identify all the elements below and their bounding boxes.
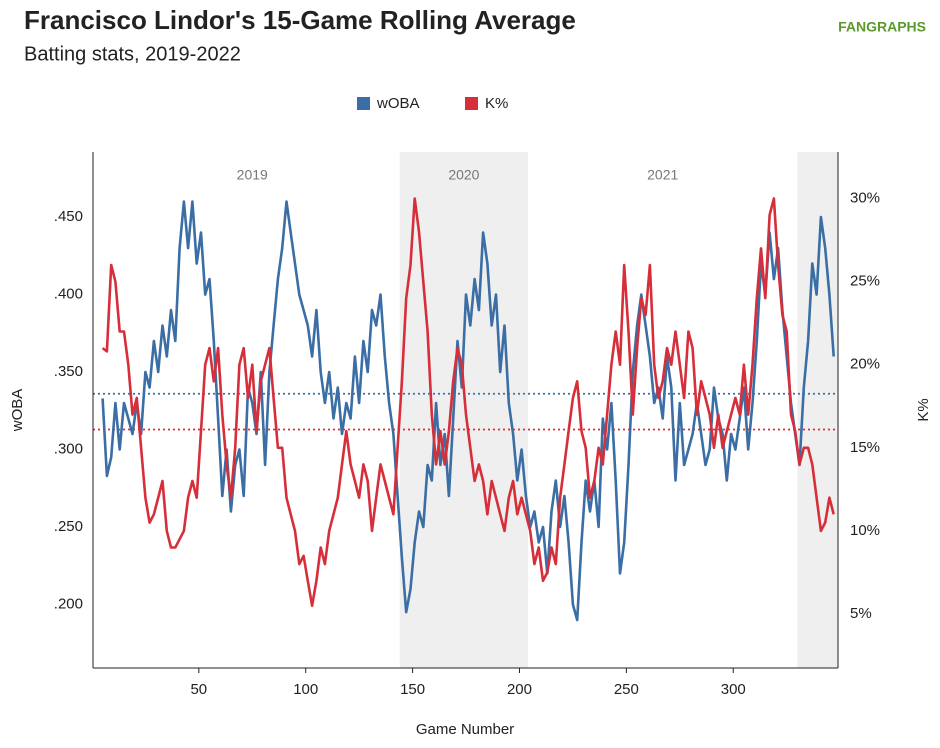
chart-title: Francisco Lindor's 15-Game Rolling Avera… bbox=[24, 5, 576, 35]
data-line bbox=[101, 197, 835, 607]
season-label: 2020 bbox=[448, 167, 479, 183]
legend-label: K% bbox=[485, 95, 508, 112]
season-label: 2019 bbox=[237, 167, 268, 183]
y2-tick-label: 10% bbox=[850, 522, 880, 539]
y-axis-label: wOBA bbox=[9, 389, 26, 433]
y2-axis-label: K% bbox=[915, 398, 932, 421]
y-tick-label: .450 bbox=[54, 208, 83, 225]
x-tick-label: 150 bbox=[400, 681, 425, 698]
legend-swatch bbox=[357, 97, 370, 110]
x-axis-label: Game Number bbox=[416, 721, 514, 738]
y2-tick-label: 30% bbox=[850, 190, 880, 207]
logo: FANGRAPHS bbox=[838, 19, 926, 35]
x-tick-label: 300 bbox=[721, 681, 746, 698]
y-tick-label: .400 bbox=[54, 286, 83, 303]
y-tick-label: .350 bbox=[54, 363, 83, 380]
legend-swatch bbox=[465, 97, 478, 110]
y-tick-label: .250 bbox=[54, 518, 83, 535]
y2-tick-label: 15% bbox=[850, 439, 880, 456]
x-tick-label: 250 bbox=[614, 681, 639, 698]
data-line bbox=[101, 200, 835, 622]
y-tick-label: .300 bbox=[54, 440, 83, 457]
season-shade bbox=[399, 152, 529, 668]
y2-tick-label: 5% bbox=[850, 605, 872, 622]
x-tick-label: 200 bbox=[507, 681, 532, 698]
y2-tick-label: 20% bbox=[850, 356, 880, 373]
season-label: 2021 bbox=[647, 167, 678, 183]
x-tick-label: 100 bbox=[293, 681, 318, 698]
x-tick-label: 50 bbox=[190, 681, 207, 698]
season-shade bbox=[797, 152, 838, 668]
chart-subtitle: Batting stats, 2019-2022 bbox=[24, 43, 241, 65]
y-tick-label: .200 bbox=[54, 595, 83, 612]
legend-label: wOBA bbox=[376, 95, 420, 112]
y2-tick-label: 25% bbox=[850, 273, 880, 290]
